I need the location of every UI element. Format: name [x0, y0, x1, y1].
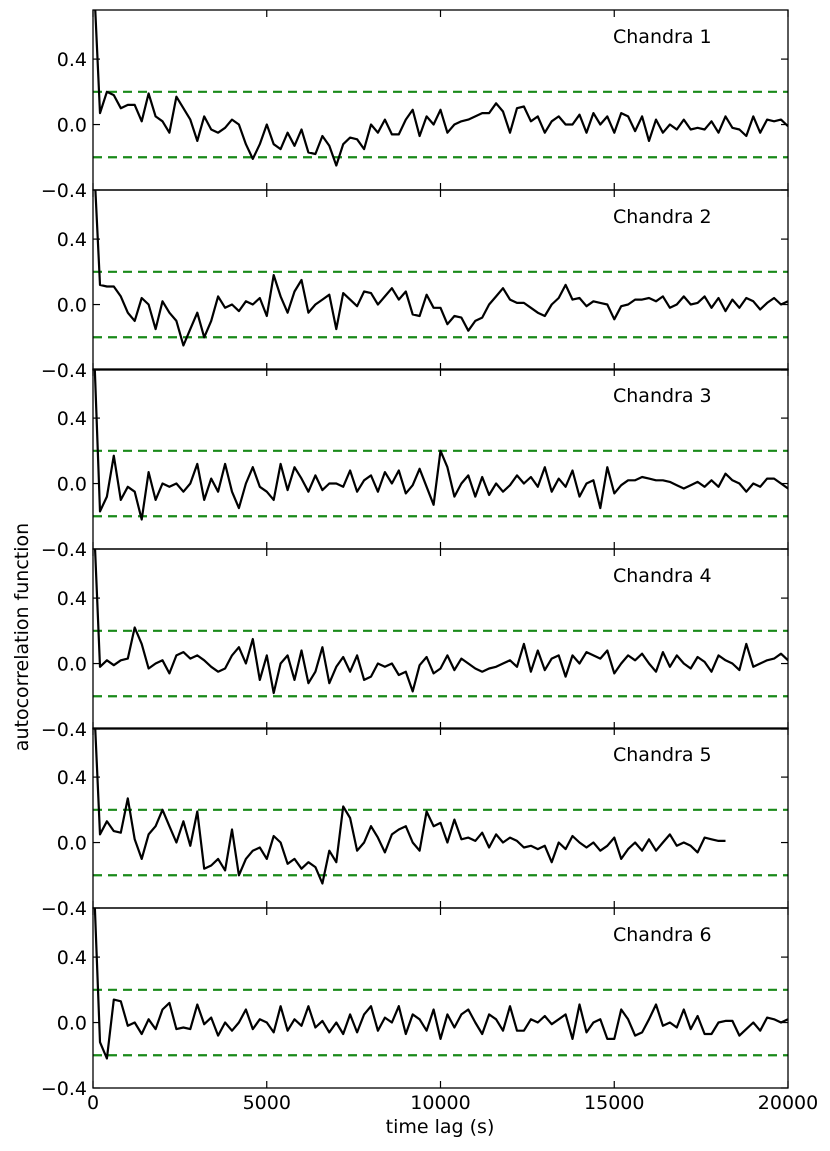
panel-title: Chandra 3 [613, 385, 712, 407]
y-tick-label: −0.4 [41, 360, 87, 382]
x-tick-label: 20000 [758, 1092, 818, 1114]
panel-chandra-4: −0.4 0.0 0.4 Chandra 4 [41, 548, 789, 741]
x-tick-label: 5000 [243, 1092, 291, 1114]
panel-title: Chandra 6 [613, 924, 712, 946]
panel-chandra-2: −0.4 0.0 0.4 Chandra 2 [41, 189, 789, 382]
y-tick-label: 0.4 [57, 947, 87, 969]
y-tick-label: 0.4 [57, 49, 87, 71]
panel-chandra-1: −0.4 0.0 0.4 Chandra 1 [41, 9, 789, 202]
y-tick-label: −0.4 [41, 180, 87, 202]
x-axis-label: time lag (s) [386, 1116, 495, 1138]
y-tick-label: −0.4 [41, 539, 87, 561]
acf-series-line [93, 549, 788, 695]
panel-chandra-3: −0.4 0.0 0.4 Chandra 3 [41, 368, 789, 561]
panel-title: Chandra 5 [613, 744, 712, 766]
panel-chandra-5: −0.4 0.0 0.4 Chandra 5 [41, 727, 789, 920]
panel-chandra-6: −0.4 0.0 0.4 Chandra 6 [41, 907, 789, 1100]
y-tick-label: 0.4 [57, 229, 87, 251]
y-axis-label: autocorrelation function [11, 523, 33, 751]
y-tick-label: −0.4 [41, 719, 87, 741]
y-tick-label: 0.0 [57, 654, 87, 676]
y-tick-label: 0.4 [57, 767, 87, 789]
acf-series-line [94, 190, 788, 347]
y-tick-label: 0.4 [57, 408, 87, 430]
panel-title: Chandra 2 [613, 206, 712, 228]
x-tick-label: 15000 [584, 1092, 644, 1114]
acf-series-line [93, 369, 788, 521]
y-tick-label: 0.0 [57, 115, 87, 137]
x-tick-label: 10000 [410, 1092, 470, 1114]
panel-title: Chandra 1 [613, 26, 712, 48]
acf-series-line [93, 908, 788, 1060]
y-tick-label: 0.0 [57, 833, 87, 855]
acf-series-line [94, 10, 788, 167]
y-tick-label: 0.0 [57, 295, 87, 317]
acf-series-line [94, 728, 726, 885]
y-tick-label: 0.0 [57, 1013, 87, 1035]
panel-title: Chandra 4 [613, 565, 712, 587]
y-tick-label: 0.0 [57, 474, 87, 496]
y-tick-label: −0.4 [41, 1078, 87, 1100]
y-tick-label: −0.4 [41, 898, 87, 920]
y-tick-label: 0.4 [57, 588, 87, 610]
x-tick-label: 0 [87, 1092, 99, 1114]
